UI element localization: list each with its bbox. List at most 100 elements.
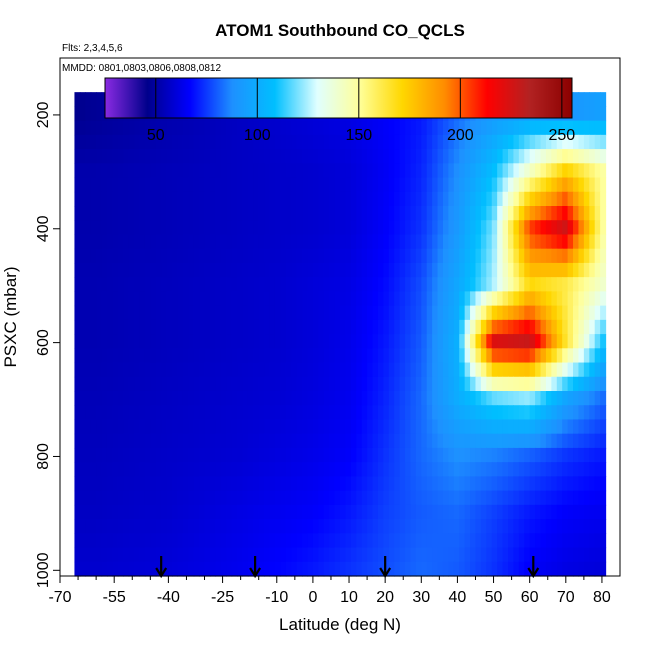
heatmap-cell (589, 376, 596, 392)
heatmap-cell (426, 149, 433, 164)
heatmap-cell (155, 120, 162, 136)
heatmap-cell (562, 419, 569, 435)
heatmap-cell (594, 149, 601, 164)
heatmap-cell (280, 533, 287, 549)
heatmap-cell (405, 490, 412, 506)
heatmap-cell (508, 519, 515, 534)
heatmap-cell (556, 277, 563, 292)
heatmap-cell (535, 262, 542, 278)
heatmap-cell (226, 504, 233, 520)
heatmap-cell (524, 206, 531, 221)
heatmap-cell (323, 277, 330, 292)
heatmap-cell (600, 177, 607, 193)
heatmap-cell (432, 519, 439, 534)
heatmap-cell (480, 177, 487, 193)
heatmap-cell (291, 134, 298, 150)
heatmap-cell (172, 191, 179, 207)
heatmap-cell (188, 134, 195, 150)
heatmap-cell (220, 533, 227, 549)
heatmap-cell (388, 405, 395, 421)
heatmap-cell (220, 405, 227, 421)
heatmap-cell (508, 134, 515, 150)
heatmap-cell (421, 220, 428, 236)
heatmap-cell (182, 134, 189, 150)
heatmap-cell (161, 433, 168, 449)
heatmap-cell (269, 419, 276, 435)
heatmap-cell (394, 248, 401, 264)
heatmap-cell (177, 319, 184, 335)
heatmap-cell (448, 462, 455, 477)
heatmap-cell (345, 547, 352, 563)
heatmap-cell (567, 419, 574, 435)
heatmap-cell (209, 391, 216, 406)
heatmap-cell (578, 433, 585, 449)
heatmap-cell (123, 376, 130, 392)
heatmap-cell (220, 262, 227, 278)
heatmap-cell (166, 348, 173, 364)
heatmap-cell (128, 248, 135, 264)
heatmap-cell (545, 462, 552, 477)
heatmap-cell (567, 248, 574, 264)
heatmap-cell (329, 134, 336, 150)
heatmap-cell (204, 248, 211, 264)
heatmap-cell (74, 262, 81, 278)
heatmap-cell (453, 277, 460, 292)
heatmap-cell (150, 319, 157, 335)
heatmap-cell (394, 348, 401, 364)
heatmap-cell (556, 248, 563, 264)
heatmap-cell (399, 476, 406, 492)
heatmap-cell (188, 334, 195, 349)
heatmap-cell (334, 462, 341, 477)
heatmap-cell (209, 334, 216, 349)
heatmap-cell (199, 376, 206, 392)
heatmap-cell (361, 476, 368, 492)
heatmap-cell (258, 476, 265, 492)
heatmap-cell (340, 191, 347, 207)
heatmap-cell (96, 547, 103, 563)
heatmap-cell (285, 362, 292, 378)
heatmap-cell (74, 92, 81, 107)
heatmap-cell (96, 519, 103, 534)
heatmap-cell (415, 319, 422, 335)
heatmap-cell (285, 462, 292, 477)
x-tick-label: 80 (593, 589, 611, 606)
heatmap-cell (459, 234, 466, 250)
heatmap-cell (459, 291, 466, 307)
heatmap-cell (442, 177, 449, 193)
heatmap-cell (524, 533, 531, 549)
heatmap-cell (226, 262, 233, 278)
heatmap-cell (134, 120, 141, 136)
heatmap-cell (182, 504, 189, 520)
heatmap-cell (383, 163, 390, 179)
heatmap-cell (155, 561, 162, 577)
heatmap-cell (432, 405, 439, 421)
heatmap-cell (247, 533, 254, 549)
heatmap-cell (79, 191, 86, 207)
heatmap-cell (448, 447, 455, 463)
heatmap-cell (410, 234, 417, 250)
heatmap-cell (367, 376, 374, 392)
heatmap-cell (350, 433, 357, 449)
heatmap-cell (90, 191, 97, 207)
heatmap-cell (117, 462, 124, 477)
heatmap-cell (340, 519, 347, 534)
heatmap-cell (497, 305, 504, 321)
heatmap-cell (144, 163, 151, 179)
heatmap-cell (486, 319, 493, 335)
heatmap-cell (529, 177, 536, 193)
heatmap-cell (518, 334, 525, 349)
heatmap-cell (475, 163, 482, 179)
heatmap-cell (551, 405, 558, 421)
heatmap-cell (589, 504, 596, 520)
heatmap-cell (518, 305, 525, 321)
heatmap-cell (372, 391, 379, 406)
heatmap-cell (415, 362, 422, 378)
heatmap-cell (356, 163, 363, 179)
heatmap-cell (150, 348, 157, 364)
heatmap-cell (464, 262, 471, 278)
heatmap-cell (312, 134, 319, 150)
heatmap-cell (448, 248, 455, 264)
heatmap-cell (573, 149, 580, 164)
heatmap-cell (388, 177, 395, 193)
heatmap-cell (280, 163, 287, 179)
